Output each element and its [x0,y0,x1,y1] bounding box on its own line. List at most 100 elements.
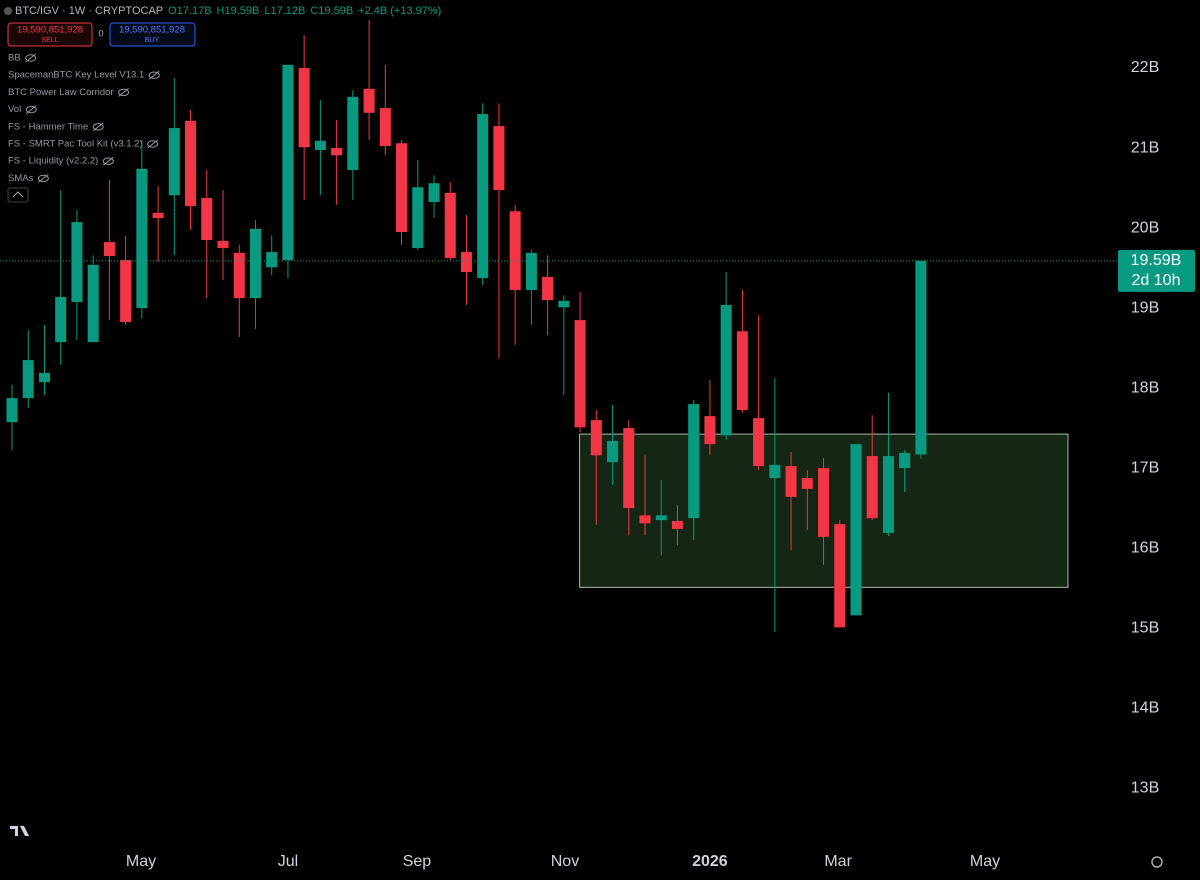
x-tick-label: Nov [551,853,579,870]
y-tick-label: 21B [1131,139,1159,156]
candle-body [331,148,343,156]
candle-body [590,420,602,456]
y-tick-label: 13B [1131,779,1159,796]
candle-body [801,478,813,489]
collapse-icon [12,191,24,198]
candle-body [201,198,213,241]
candle-body [525,252,537,291]
visibility-icon[interactable] [147,140,159,148]
candle-body [671,520,683,529]
candle-body [314,140,326,151]
y-tick-label: 18B [1131,379,1159,396]
candle-body [753,418,765,467]
x-tick-label: Jul [278,853,298,870]
candle-body [623,428,635,509]
candle-body [298,68,310,148]
sell-button[interactable] [7,22,93,47]
x-tick-label: Sep [403,853,432,870]
candle-body [850,444,862,616]
visibility-icon[interactable] [25,54,37,62]
visibility-icon[interactable] [148,71,160,79]
candle-body [363,88,375,113]
candle-body [736,331,748,411]
indicator-name: Vol [8,104,21,115]
visibility-slash [25,105,37,114]
candle-body [477,114,489,279]
sell-label: SELL [41,37,58,44]
candle-body [607,440,619,463]
candle-body [6,398,18,423]
indicator-name: FS - Liquidity (v2.2.2) [8,156,98,167]
candle-body [428,183,440,203]
visibility-icon[interactable] [25,105,37,114]
last-price-label: 19.59B [1131,252,1182,269]
ohlc-value: +2.4B (+13.97%) [358,5,441,17]
candle-body [347,96,359,171]
buy-button[interactable] [109,22,196,47]
visibility-slash [38,174,49,183]
visibility-slash [147,139,158,149]
x-tick-label: 2026 [692,853,728,870]
candle-body [412,187,424,249]
candle-body [282,64,294,261]
candle-body [574,320,586,428]
candle-body [185,120,197,207]
candle-body [704,416,716,445]
candle-body [655,515,667,521]
x-tick-label: Mar [824,853,852,870]
candle-body [542,276,554,301]
collapse-button[interactable] [7,187,29,203]
candle-body [493,126,505,191]
candle-body [249,228,261,299]
candle-body [168,128,180,196]
symbol: BTC/IGV · 1W · CRYPTOCAP [15,5,163,17]
candle-body [834,524,846,628]
y-tick-label: 20B [1131,219,1159,236]
candle-body [103,242,115,257]
x-tick-label: May [970,853,1000,870]
indicator-name: SMAs [8,173,34,184]
settings-icon[interactable] [1151,856,1163,868]
candle-body [396,143,408,233]
visibility-icon[interactable] [92,123,104,131]
visibility-icon[interactable] [102,157,114,165]
candle-body [882,456,894,533]
candle-body [785,466,797,497]
visibility-slash [102,156,114,166]
candle-body [769,464,781,479]
indicator-name: FS - SMRT Pac Tool Kit (v3.1.2) [8,139,143,150]
buy-price: 19,590,851,928 [119,25,185,36]
visibility-slash [25,53,36,63]
ohlc-value: C19.59B [310,5,353,17]
candle-body [866,456,878,519]
spread: 0 [98,28,103,38]
candle-body [120,260,132,323]
candle-body [639,515,651,524]
x-tick-label: May [126,853,156,870]
y-tick-label: 22B [1131,59,1159,76]
candle-body [915,260,927,455]
visibility-icon[interactable] [37,174,49,183]
candle-body [720,304,732,436]
ohlc-value: H19.59B [217,5,260,17]
candle-body [818,468,830,537]
symbol-icon [4,7,12,15]
candle-body [233,252,245,299]
visibility-icon[interactable] [118,88,130,97]
ohlc-value: L17.12B [264,5,305,17]
indicator-name: SpacemanBTC Key Level V13.1 [8,70,144,81]
candle-body [152,212,164,219]
y-tick-label: 15B [1131,619,1159,636]
candle-body [22,360,34,399]
candle-body [266,252,278,268]
candle-body [688,404,700,519]
indicator-name: BB [8,53,21,64]
y-tick-label: 19B [1131,299,1159,316]
visibility-slash [148,70,160,80]
candle-body [460,252,472,273]
visibility-slash [92,122,104,132]
candle-body [558,300,570,308]
candle-body [38,372,50,383]
candle-body [509,211,521,291]
